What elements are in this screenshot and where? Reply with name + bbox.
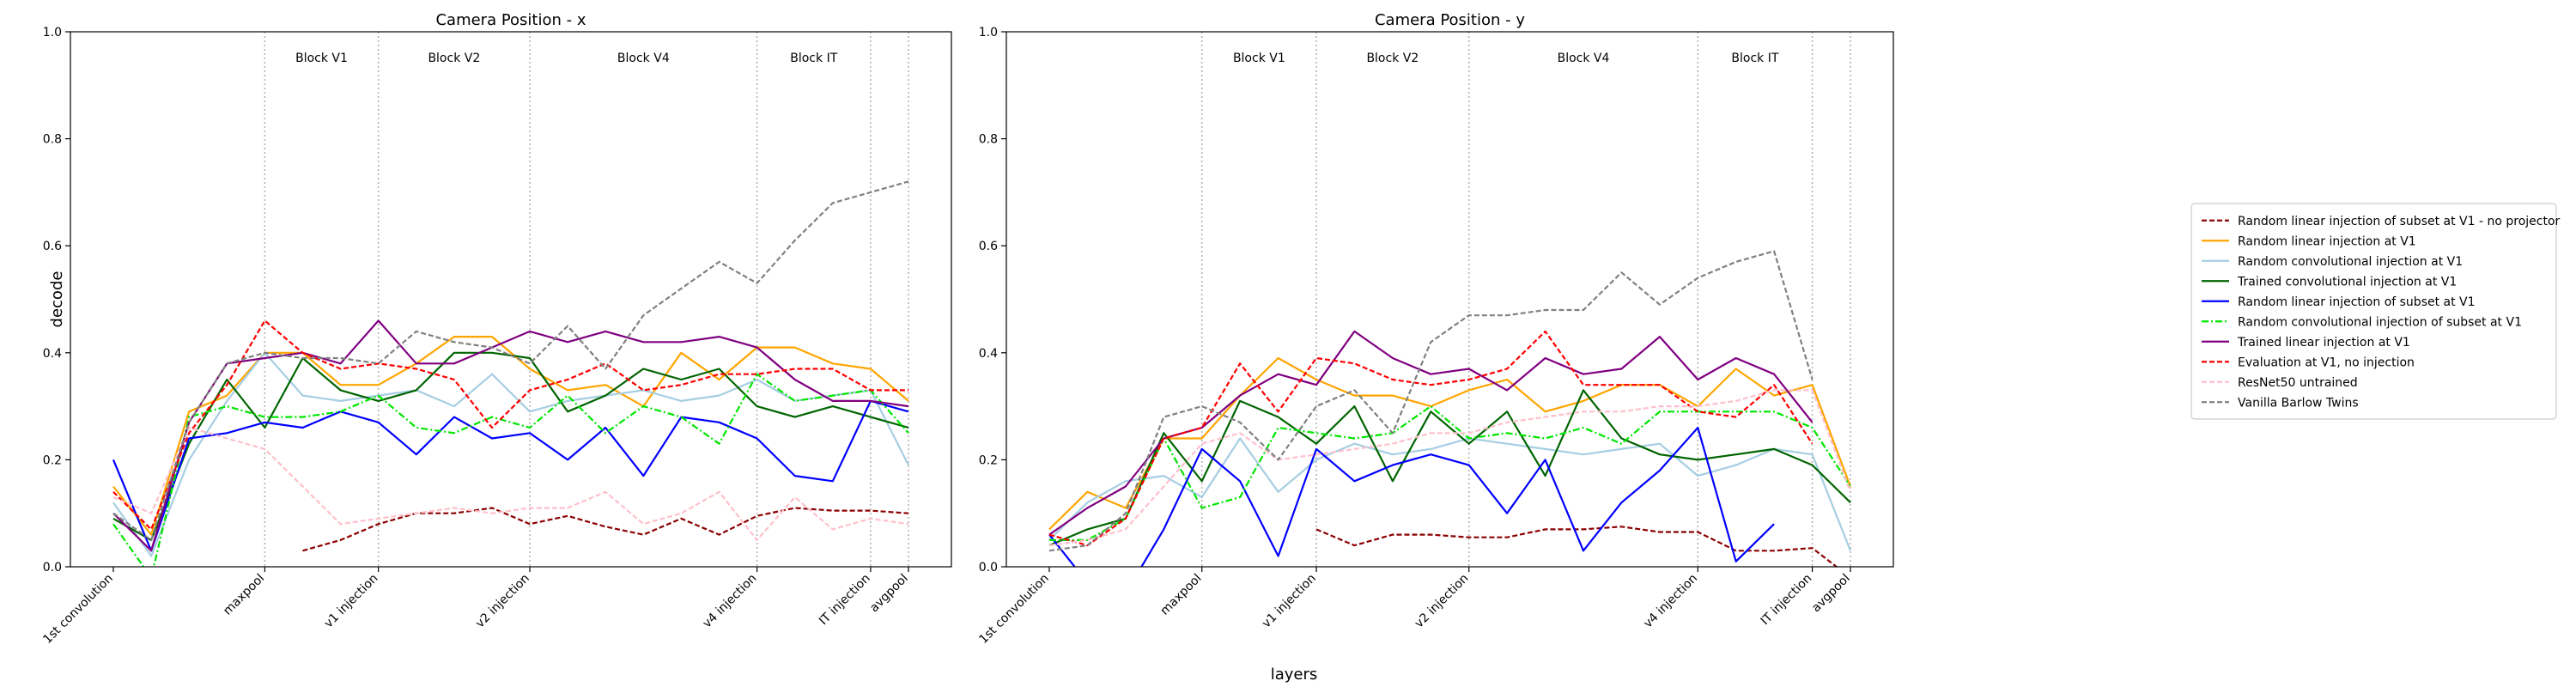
x-axis-label: layers	[1271, 666, 1318, 684]
block-label: Block V1	[1233, 52, 1285, 65]
y-tick-label: 0.0	[979, 561, 998, 575]
x-tick-label: maxpool	[1158, 572, 1205, 618]
legend-entry: Trained convolutional injection at V1	[2237, 275, 2457, 289]
legend-entry: Evaluation at V1, no injection	[2238, 356, 2415, 369]
block-label: Block V1	[295, 52, 348, 65]
x-tick-label: v1 injection	[322, 572, 381, 631]
y-tick-label: 0.6	[43, 240, 62, 253]
series-line-9	[1048, 389, 1852, 547]
series-line-2	[1048, 356, 1852, 531]
chart-title: Camera Position - y	[1375, 11, 1525, 29]
subplot-camera-position-y: Camera Position - y Block V1 Block V2 Block…	[976, 11, 1894, 647]
series-line-5	[112, 399, 909, 552]
x-tick-label: IT injection	[817, 572, 873, 629]
x-tick-label: maxpool	[221, 572, 267, 618]
series-line-7	[112, 319, 909, 552]
series-line-8	[112, 319, 908, 531]
legend-entry: Random convolutional injection of subset…	[2238, 315, 2522, 329]
series-line-5	[1048, 426, 1775, 567]
x-tick-label: 1st convolution	[40, 572, 115, 647]
block-label: Block IT	[790, 52, 837, 65]
y-tick-label: 1.0	[43, 26, 62, 40]
x-tick-label: v4 injection	[701, 572, 760, 631]
series-line-6	[1049, 405, 1851, 541]
series-line-9	[112, 426, 909, 541]
series-line-10	[112, 180, 909, 541]
x-tick-label: avgpool	[1809, 572, 1853, 616]
legend-entry: ResNet50 untrained	[2238, 376, 2358, 390]
y-tick-label: 0.0	[43, 561, 62, 575]
legend-entry: Random linear injection of subset at V1	[2238, 295, 2476, 309]
series-line-4	[112, 351, 909, 541]
axes-frame	[70, 31, 952, 568]
legend-entry: Random linear injection of subset at V1 …	[2238, 215, 2561, 228]
y-tick-label: 0.8	[979, 133, 998, 147]
y-tick-label: 0.8	[43, 133, 62, 147]
x-tick-label: 1st convolution	[976, 572, 1051, 647]
y-tick-label: 0.6	[979, 240, 998, 253]
x-tick-label: v2 injection	[473, 572, 532, 631]
subplot-camera-position-x: Camera Position - x Block V1 Block V2 Block…	[40, 11, 952, 647]
chart-title: Camera Position - x	[435, 11, 586, 29]
legend-entry: Trained linear injection at V1	[2237, 336, 2410, 350]
x-tick-label: v1 injection	[1260, 572, 1319, 631]
series-line-8	[1048, 330, 1814, 547]
series-line-10	[1048, 250, 1814, 552]
y-tick-label: 1.0	[979, 26, 998, 40]
x-tick-label: v2 injection	[1413, 572, 1472, 631]
y-tick-label: 0.4	[979, 347, 998, 361]
series-line-4	[1048, 389, 1851, 547]
block-label: Block IT	[1731, 52, 1778, 65]
y-axis-label: decode	[48, 271, 66, 328]
series-line-2	[112, 336, 909, 536]
block-label: Block V4	[1558, 52, 1610, 65]
x-tick-label: IT injection	[1759, 572, 1815, 629]
y-tick-label: 0.2	[979, 453, 998, 467]
legend-entry: Random convolutional injection at V1	[2238, 255, 2463, 269]
block-label: Block V2	[428, 52, 480, 65]
legend-entry: Vanilla Barlow Twins	[2238, 396, 2359, 410]
x-tick-label: avgpool	[867, 572, 911, 616]
series-line-3	[112, 351, 909, 557]
series-line-1	[1315, 526, 1838, 567]
legend-frame	[2190, 203, 2557, 420]
block-label: Block V2	[1366, 52, 1419, 65]
series-line-3	[1048, 437, 1852, 551]
legend-entry: Random linear injection at V1	[2238, 234, 2416, 248]
series-line-1	[302, 507, 909, 552]
legend: Random linear injection of subset at V1 …	[2190, 203, 2561, 420]
block-label: Block V4	[617, 52, 670, 65]
axes-frame	[1005, 31, 1894, 568]
series-line-6	[112, 373, 909, 567]
y-tick-label: 0.2	[43, 453, 62, 467]
x-tick-label: v4 injection	[1641, 572, 1700, 631]
y-tick-label: 0.4	[43, 347, 62, 361]
